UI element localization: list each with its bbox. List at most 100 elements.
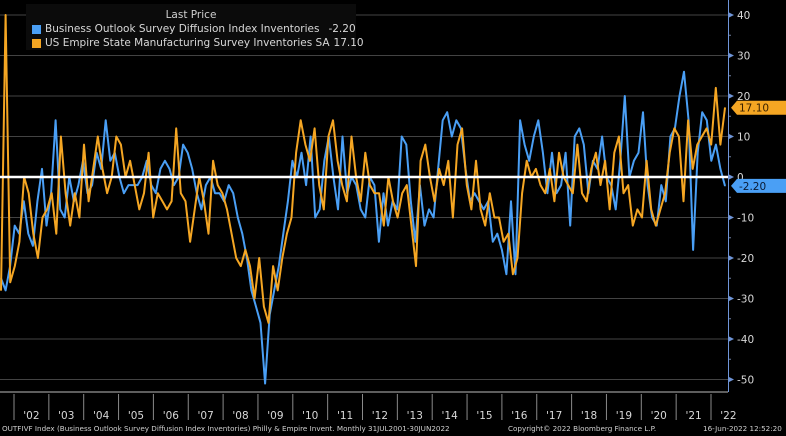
data-point [396,208,398,210]
data-point [719,168,722,170]
y-tick-marker [728,255,734,261]
last-value-badge-blue [731,178,786,193]
data-point [59,208,61,210]
data-point [129,160,131,162]
data-point [327,135,330,138]
data-point [241,233,243,235]
data-point [549,168,551,170]
data-point [489,192,491,194]
data-point [309,160,311,162]
data-point [341,184,343,186]
data-point [624,95,626,97]
data-point [646,160,648,162]
data-point [157,192,159,194]
data-point [692,249,694,251]
data-point [346,200,348,202]
data-point [466,184,468,186]
gridlines [0,14,728,393]
data-point [475,160,477,162]
data-point [88,200,90,202]
data-point [173,184,175,186]
data-point [615,208,617,210]
x-tick-label: '05 [128,410,144,422]
data-point [272,265,274,267]
data-point [228,184,230,186]
data-point [724,107,726,109]
y-tick-label: 20 [737,91,750,103]
data-point [719,144,721,146]
data-point [41,168,43,170]
data-point [521,192,523,194]
data-point [415,265,417,267]
data-point [27,233,29,235]
data-point [194,208,196,210]
data-point [364,216,366,219]
data-point [45,225,48,227]
data-point [159,168,161,170]
legend-entry-empire-state[interactable]: US Empire State Manufacturing Survey Inv… [32,37,364,49]
data-point [240,265,242,267]
y-tick-label: -10 [737,213,754,225]
data-point [452,216,454,219]
data-point [516,257,519,259]
legend-label: US Empire State Manufacturing Survey Inv… [45,37,330,49]
data-point [41,216,44,219]
data-point [510,200,512,202]
data-point [123,192,125,194]
data-point [64,192,67,194]
data-point [484,225,486,227]
data-point [470,208,472,210]
data-point [46,208,48,210]
legend-last-value: -2.20 [328,23,356,35]
y-tick-marker [728,376,734,383]
data-point [456,144,459,146]
data-point [77,184,80,186]
y-tick-marker [728,295,734,302]
x-tick-label: '03 [58,410,74,422]
data-point [313,127,316,129]
data-point [259,322,262,324]
data-point [212,160,214,162]
y-tick-label: -30 [737,294,754,306]
data-point [613,152,615,154]
x-tick-label: '07 [198,410,214,422]
data-point [632,225,634,227]
x-tick-label: '13 [407,410,423,422]
y-tick-marker [728,336,734,342]
data-point [432,216,435,219]
data-point [369,184,371,186]
footer-description: OUTFIVF Index (Business Outlook Survey D… [2,424,450,433]
legend-entry-business-outlook[interactable]: Business Outlook Survey Diffusion Index … [32,23,356,35]
data-point [281,257,283,259]
data-point [539,184,542,186]
data-point [180,192,182,194]
data-point [318,184,320,186]
data-point [282,233,284,235]
data-point [576,144,579,146]
data-point [182,144,184,146]
data-point [392,200,394,202]
x-tick-label: '19 [616,410,632,422]
data-point [572,192,574,194]
data-point [574,135,576,138]
data-point [396,216,399,219]
data-point [455,119,457,121]
x-tick-label: '02 [23,410,39,422]
data-point [618,135,620,138]
data-point [524,144,526,146]
data-point [428,208,430,210]
data-point [586,200,588,202]
data-point [542,152,544,154]
data-point [319,208,321,210]
data-point [310,135,312,138]
x-tick-label: '08 [232,410,248,422]
data-point [187,152,189,154]
last-value-badge-orange [731,100,786,115]
data-point [55,233,57,235]
data-point [83,144,85,146]
data-point [189,241,191,243]
data-point [410,200,412,202]
data-point [138,208,140,210]
data-point [546,192,549,194]
data-point [106,192,108,194]
